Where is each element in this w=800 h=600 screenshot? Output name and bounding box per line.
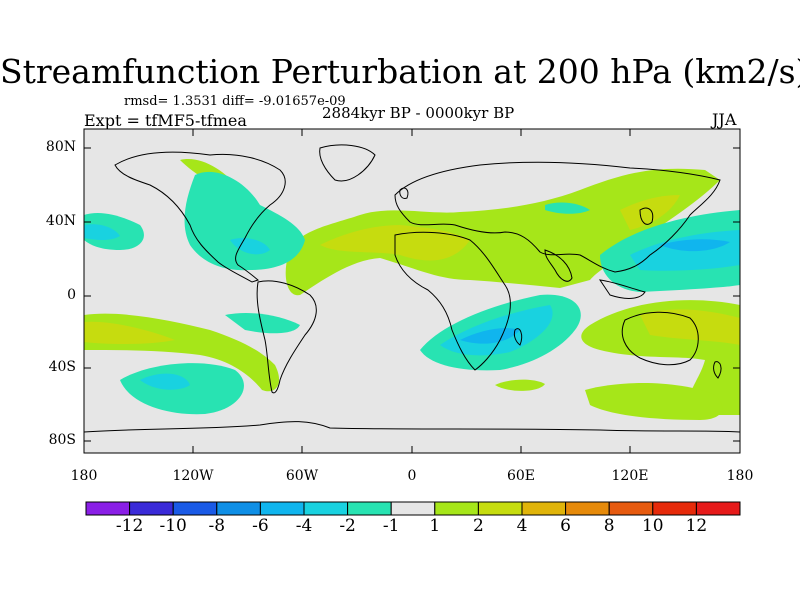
colorbar-level-label: 10 [641,516,664,536]
coast-antarctica [84,421,740,433]
lat-tick-label: 40S [48,359,76,375]
colorbar-box [259,501,305,516]
colorbar-box [390,501,436,516]
lat-tick-label: 80S [48,432,76,448]
lat-tick-label: 0 [67,287,76,303]
experiment-label: Expt = tfMF5-tfmea [84,111,247,130]
colorbar-level-label: -4 [295,516,313,536]
colorbar-box [129,501,174,516]
lon-tick-label: 60W [285,468,319,484]
colorbar-level-label: 8 [603,516,615,536]
lon-tick-label: 60E [506,468,536,484]
contour-negative-core-3 [140,373,190,390]
coast-greenland [319,144,376,182]
lat-tick-label: 40N [45,213,76,229]
lon-tick-label: 180 [70,468,98,484]
contour-positive-indian [585,383,723,420]
contour-positive-core-4 [640,309,740,345]
lon-tick-label: 0 [407,468,417,484]
season-label: JJA [712,110,737,129]
colorbar-level-label: 6 [560,516,571,536]
period-label: 2884kyr BP - 0000kyr BP [322,104,515,122]
coast-eurasia [394,161,721,273]
contour-negative-core-6 [660,239,730,252]
coast-new-zealand [713,361,722,379]
colorbar-level-label: -8 [208,516,226,536]
contour-negative-core-4 [84,224,120,240]
coast-australia [621,311,699,366]
coast-se-asia [598,279,646,299]
colorbar-level-label: -2 [339,516,356,536]
colorbar [85,501,741,516]
coastlines [84,144,740,433]
lon-tick-label: 120W [172,468,214,484]
contour-negative-core-5 [230,238,270,255]
colorbar-level-label: 2 [472,516,484,536]
colorbar-level-label: 1 [429,516,441,536]
lon-tick-label: 180 [726,468,754,484]
contour-positive-south-atlantic [495,379,545,391]
map-title: Streamfunction Perturbation at 200 hPa (… [0,52,800,91]
colorbar-box [216,501,261,516]
colorbar-box [85,501,131,516]
colorbar-level-label: -10 [159,516,187,536]
coast-uk [399,187,409,199]
colorbar-box [608,501,654,516]
colorbar-box [303,501,349,516]
axis-ticks [83,129,741,453]
colorbar-box [434,501,479,516]
colorbar-box [477,501,523,516]
colorbar-box [172,501,218,516]
coast-africa [394,231,511,371]
colorbar-box [565,501,610,516]
coast-south-america [256,280,317,394]
colorbar-level-label: 4 [516,516,528,536]
lon-tick-label: 120E [611,468,649,484]
contour-positive-core-2 [620,195,680,230]
stats-line: rmsd= 1.3531 diff= -9.01657e-09 [124,94,346,109]
colorbar-box [521,501,567,516]
colorbar-level-label: -12 [115,516,144,536]
colorbar-box [695,501,741,516]
colorbar-box [347,501,392,516]
colorbar-level-label: -1 [382,516,400,536]
contour-negative-n-atlantic-east [545,202,590,214]
coast-north-america [114,151,286,283]
contour-negative-core-7 [460,328,520,344]
colorbar-level-label: -6 [252,516,269,536]
contour-negative-na-atlantic [184,171,305,271]
coast-india [544,249,573,282]
contour-fills [84,144,740,433]
colorbar-level-label: 12 [685,516,708,536]
coast-madagascar [513,328,523,346]
colorbar-box [652,501,697,516]
contour-negative-se-pacific [225,313,300,334]
lat-tick-label: 80N [45,139,76,155]
contour-positive-core-3 [84,321,175,345]
coast-japan [639,207,654,225]
